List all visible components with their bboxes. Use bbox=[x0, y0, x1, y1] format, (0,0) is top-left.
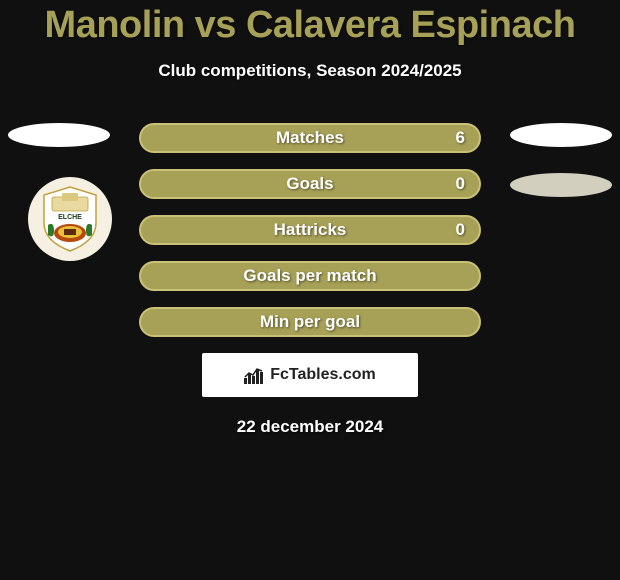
stat-label: Hattricks bbox=[274, 220, 347, 240]
stat-row-goals-per-match: Goals per match bbox=[139, 261, 481, 291]
stat-label: Goals per match bbox=[243, 266, 376, 286]
subtitle: Club competitions, Season 2024/2025 bbox=[0, 61, 620, 81]
stat-value: 0 bbox=[456, 220, 465, 240]
stat-value: 6 bbox=[456, 128, 465, 148]
stat-value: 0 bbox=[456, 174, 465, 194]
stats-bars: Matches 6 Goals 0 Hattricks 0 Goals per … bbox=[139, 123, 481, 337]
player2-name-badge bbox=[510, 123, 612, 147]
brand-text: FcTables.com bbox=[270, 366, 376, 384]
comparison-content: ELCHE Matches 6 Goals 0 Hattricks 0 Goal… bbox=[0, 123, 620, 437]
footer-date: 22 december 2024 bbox=[0, 417, 620, 437]
stat-row-min-per-goal: Min per goal bbox=[139, 307, 481, 337]
player1-name-badge bbox=[8, 123, 110, 147]
crest-text: ELCHE bbox=[58, 214, 82, 221]
stat-row-hattricks: Hattricks 0 bbox=[139, 215, 481, 245]
stat-label: Min per goal bbox=[260, 312, 360, 332]
stat-row-goals: Goals 0 bbox=[139, 169, 481, 199]
bar-chart-icon bbox=[244, 366, 264, 384]
elche-crest-icon: ELCHE bbox=[40, 185, 100, 253]
brand-footer[interactable]: FcTables.com bbox=[202, 353, 418, 397]
stat-label: Matches bbox=[276, 128, 344, 148]
stat-row-matches: Matches 6 bbox=[139, 123, 481, 153]
page-title: Manolin vs Calavera Espinach bbox=[0, 0, 620, 47]
player1-club-logo: ELCHE bbox=[28, 177, 112, 261]
stat-label: Goals bbox=[286, 174, 333, 194]
player2-club-badge bbox=[510, 173, 612, 197]
